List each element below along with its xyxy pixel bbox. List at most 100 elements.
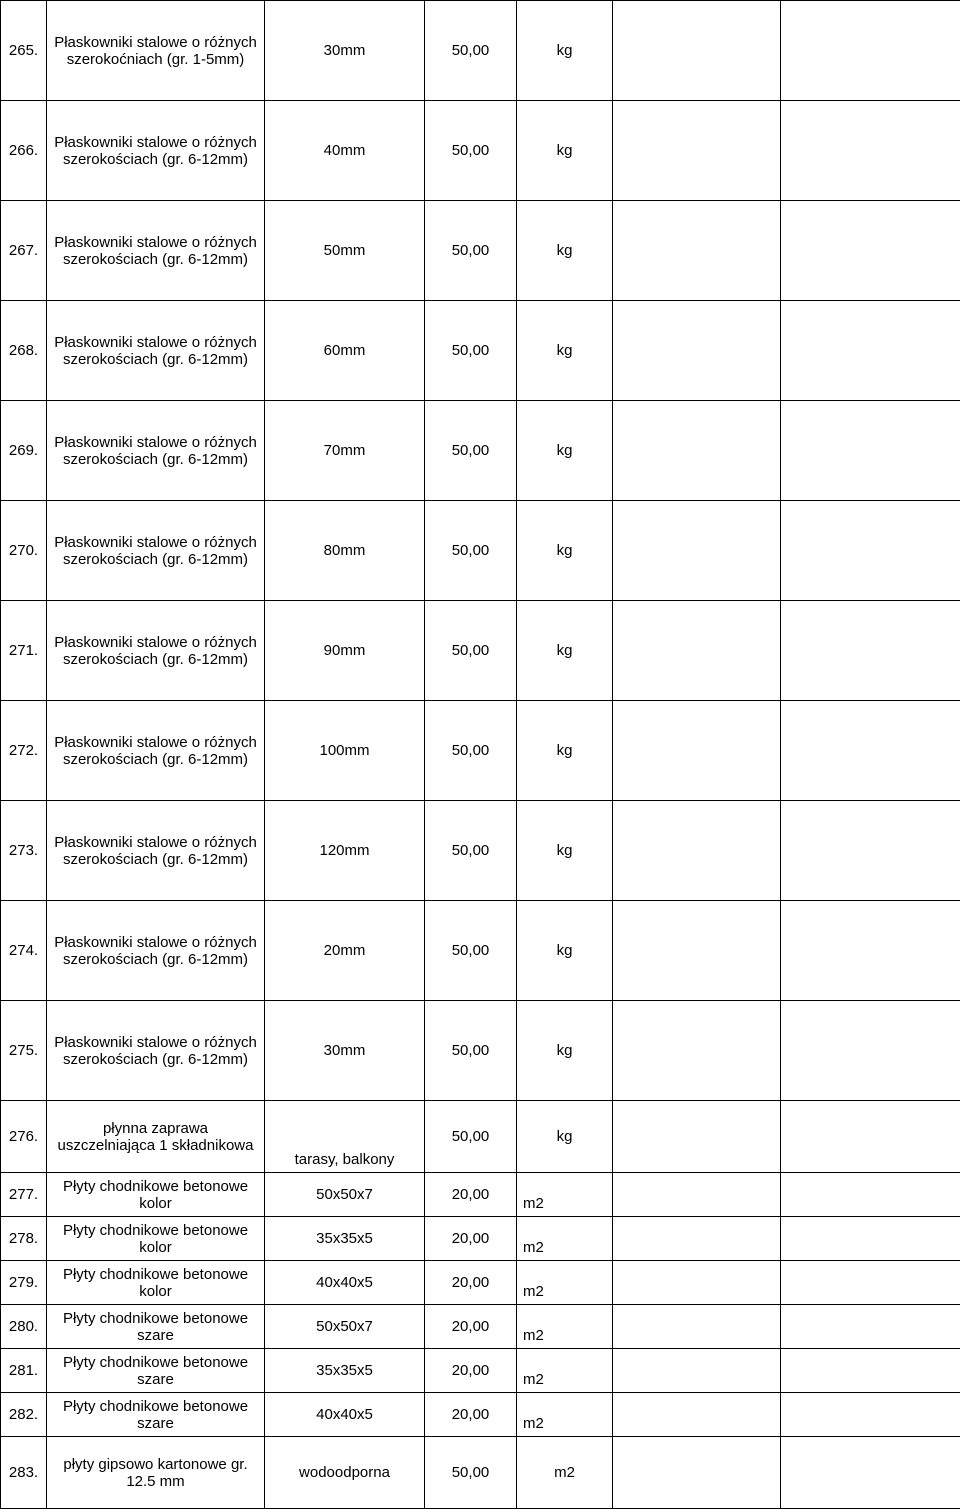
row-unit: kg xyxy=(517,401,613,501)
row-spec: 50x50x7 xyxy=(265,1305,425,1349)
row-spec: 20mm xyxy=(265,901,425,1001)
row-empty-2 xyxy=(781,801,960,901)
row-empty-2 xyxy=(781,1217,960,1261)
row-empty-2 xyxy=(781,401,960,501)
row-unit: kg xyxy=(517,801,613,901)
row-spec: 70mm xyxy=(265,401,425,501)
row-number: 276. xyxy=(1,1101,47,1173)
row-empty-1 xyxy=(613,1393,781,1437)
row-quantity: 20,00 xyxy=(425,1393,517,1437)
row-empty-2 xyxy=(781,1305,960,1349)
table-row: 268.Płaskowniki stalowe o różnych szerok… xyxy=(1,301,960,401)
row-spec: 80mm xyxy=(265,501,425,601)
row-unit: kg xyxy=(517,1001,613,1101)
row-number: 281. xyxy=(1,1349,47,1393)
row-unit: kg xyxy=(517,301,613,401)
row-number: 272. xyxy=(1,701,47,801)
row-number: 279. xyxy=(1,1261,47,1305)
row-quantity: 50,00 xyxy=(425,1,517,101)
row-description: Płyty chodnikowe betonowe kolor xyxy=(47,1217,265,1261)
row-empty-1 xyxy=(613,301,781,401)
row-unit: kg xyxy=(517,1101,613,1173)
row-quantity: 20,00 xyxy=(425,1349,517,1393)
row-spec: 50x50x7 xyxy=(265,1173,425,1217)
row-quantity: 50,00 xyxy=(425,601,517,701)
table-row: 272.Płaskowniki stalowe o różnych szerok… xyxy=(1,701,960,801)
row-unit: m2 xyxy=(517,1217,613,1261)
row-number: 282. xyxy=(1,1393,47,1437)
row-description: Płaskowniki stalowe o różnych szerokości… xyxy=(47,501,265,601)
row-empty-2 xyxy=(781,201,960,301)
row-empty-1 xyxy=(613,1261,781,1305)
row-description: Płaskowniki stalowe o różnych szerokości… xyxy=(47,301,265,401)
row-empty-1 xyxy=(613,1305,781,1349)
row-unit: m2 xyxy=(517,1305,613,1349)
row-quantity: 50,00 xyxy=(425,1437,517,1509)
row-empty-2 xyxy=(781,1173,960,1217)
row-unit: m2 xyxy=(517,1393,613,1437)
row-empty-1 xyxy=(613,401,781,501)
row-spec: 40x40x5 xyxy=(265,1261,425,1305)
row-empty-1 xyxy=(613,1437,781,1509)
materials-table: 265.Płaskowniki stalowe o różnych szerok… xyxy=(0,0,960,1509)
row-spec: 100mm xyxy=(265,701,425,801)
row-description: Płaskowniki stalowe o różnych szerokości… xyxy=(47,1001,265,1101)
row-spec: 40mm xyxy=(265,101,425,201)
row-description: płyty gipsowo kartonowe gr. 12.5 mm xyxy=(47,1437,265,1509)
row-quantity: 50,00 xyxy=(425,201,517,301)
row-unit: m2 xyxy=(517,1437,613,1509)
row-number: 277. xyxy=(1,1173,47,1217)
row-quantity: 20,00 xyxy=(425,1261,517,1305)
row-empty-2 xyxy=(781,601,960,701)
row-number: 271. xyxy=(1,601,47,701)
row-empty-2 xyxy=(781,101,960,201)
row-quantity: 50,00 xyxy=(425,901,517,1001)
row-quantity: 50,00 xyxy=(425,1001,517,1101)
table-row: 278.Płyty chodnikowe betonowe kolor35x35… xyxy=(1,1217,960,1261)
row-empty-2 xyxy=(781,501,960,601)
row-description: Płaskowniki stalowe o różnych szerokoćni… xyxy=(47,1,265,101)
row-description: Płyty chodnikowe betonowe kolor xyxy=(47,1173,265,1217)
row-description: Płyty chodnikowe betonowe szare xyxy=(47,1349,265,1393)
row-quantity: 50,00 xyxy=(425,101,517,201)
row-quantity: 20,00 xyxy=(425,1305,517,1349)
row-empty-1 xyxy=(613,1101,781,1173)
row-empty-2 xyxy=(781,1437,960,1509)
row-empty-2 xyxy=(781,301,960,401)
row-unit: kg xyxy=(517,501,613,601)
row-spec: 35x35x5 xyxy=(265,1349,425,1393)
table-row: 275.Płaskowniki stalowe o różnych szerok… xyxy=(1,1001,960,1101)
table-row: 269.Płaskowniki stalowe o różnych szerok… xyxy=(1,401,960,501)
table-row: 274.Płaskowniki stalowe o różnych szerok… xyxy=(1,901,960,1001)
row-quantity: 50,00 xyxy=(425,301,517,401)
row-description: Płaskowniki stalowe o różnych szerokości… xyxy=(47,701,265,801)
row-number: 278. xyxy=(1,1217,47,1261)
row-empty-2 xyxy=(781,1349,960,1393)
row-number: 265. xyxy=(1,1,47,101)
row-spec: wodoodporna xyxy=(265,1437,425,1509)
row-empty-1 xyxy=(613,201,781,301)
row-empty-1 xyxy=(613,1,781,101)
row-quantity: 20,00 xyxy=(425,1217,517,1261)
row-unit: m2 xyxy=(517,1261,613,1305)
row-empty-1 xyxy=(613,801,781,901)
table-body: 265.Płaskowniki stalowe o różnych szerok… xyxy=(1,1,960,1509)
row-unit: kg xyxy=(517,201,613,301)
row-empty-2 xyxy=(781,1261,960,1305)
row-empty-2 xyxy=(781,1,960,101)
row-spec: 30mm xyxy=(265,1001,425,1101)
row-description: Płaskowniki stalowe o różnych szerokości… xyxy=(47,401,265,501)
table-row: 265.Płaskowniki stalowe o różnych szerok… xyxy=(1,1,960,101)
row-description: Płyty chodnikowe betonowe kolor xyxy=(47,1261,265,1305)
row-quantity: 20,00 xyxy=(425,1173,517,1217)
row-unit: kg xyxy=(517,601,613,701)
table-row: 282.Płyty chodnikowe betonowe szare40x40… xyxy=(1,1393,960,1437)
row-description: Płyty chodnikowe betonowe szare xyxy=(47,1393,265,1437)
row-quantity: 50,00 xyxy=(425,401,517,501)
row-description: Płaskowniki stalowe o różnych szerokości… xyxy=(47,901,265,1001)
table-row: 276.płynna zaprawa uszczelniająca 1 skła… xyxy=(1,1101,960,1173)
table-row: 270.Płaskowniki stalowe o różnych szerok… xyxy=(1,501,960,601)
row-number: 270. xyxy=(1,501,47,601)
row-empty-2 xyxy=(781,1001,960,1101)
row-description: Płyty chodnikowe betonowe szare xyxy=(47,1305,265,1349)
